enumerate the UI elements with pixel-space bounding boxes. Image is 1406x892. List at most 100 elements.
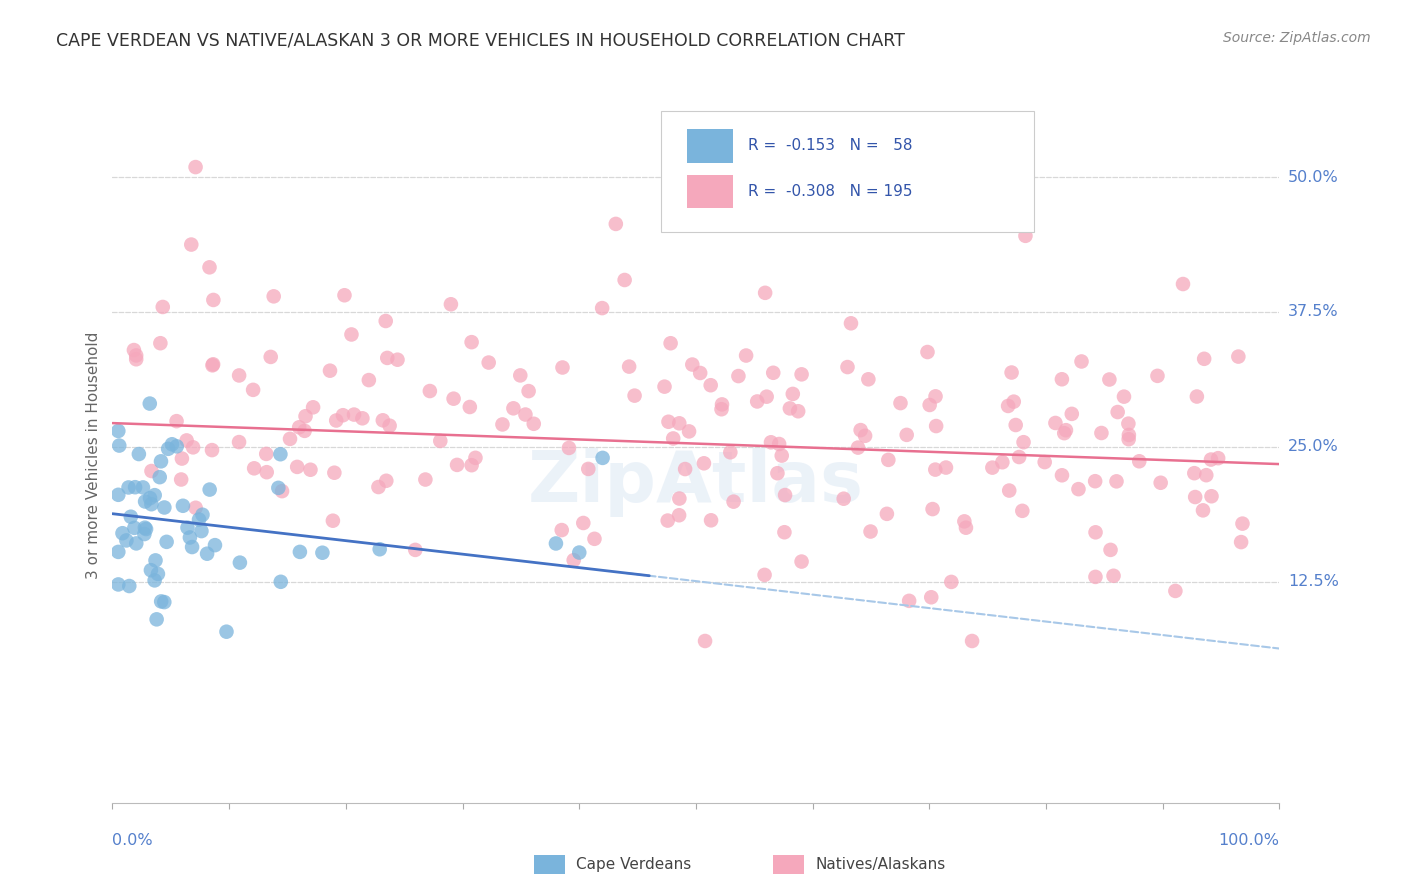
Point — [176, 434, 198, 448]
Point — [332, 408, 354, 422]
Point — [188, 512, 211, 526]
Point — [440, 297, 463, 311]
Point — [120, 509, 142, 524]
Point — [387, 352, 409, 367]
Point — [229, 556, 252, 570]
Point — [997, 399, 1019, 413]
Point — [941, 574, 963, 589]
Point — [832, 491, 855, 506]
Point — [921, 502, 943, 516]
Point — [770, 449, 793, 463]
Point — [991, 455, 1014, 469]
Point — [762, 366, 785, 380]
Point — [1150, 475, 1173, 490]
Point — [153, 500, 176, 515]
Point — [935, 460, 957, 475]
Point — [668, 491, 690, 506]
Point — [773, 488, 796, 502]
Point — [256, 465, 278, 479]
Point — [170, 473, 193, 487]
Point — [141, 497, 163, 511]
Point — [302, 401, 325, 415]
Point — [150, 594, 173, 608]
Point — [700, 513, 723, 527]
Point — [605, 217, 627, 231]
Point — [689, 366, 711, 380]
Point — [125, 352, 148, 367]
Point — [491, 417, 513, 432]
Point — [1230, 535, 1253, 549]
Point — [551, 360, 574, 375]
Point — [325, 413, 347, 427]
Point — [877, 453, 900, 467]
Point — [141, 464, 163, 478]
Point — [502, 401, 524, 416]
Text: CAPE VERDEAN VS NATIVE/ALASKAN 3 OR MORE VEHICLES IN HOUSEHOLD CORRELATION CHART: CAPE VERDEAN VS NATIVE/ALASKAN 3 OR MORE… — [56, 31, 905, 49]
Point — [790, 555, 813, 569]
Point — [278, 432, 301, 446]
Point — [1099, 542, 1122, 557]
Point — [156, 534, 179, 549]
Text: ZipAtlas: ZipAtlas — [529, 449, 863, 517]
Text: Source: ZipAtlas.com: Source: ZipAtlas.com — [1223, 31, 1371, 45]
Point — [1232, 516, 1254, 531]
Point — [204, 538, 226, 552]
Point — [1090, 425, 1112, 440]
Point — [562, 553, 585, 567]
Text: Cape Verdeans: Cape Verdeans — [576, 857, 692, 871]
Point — [773, 525, 796, 540]
Point — [357, 373, 380, 387]
Point — [157, 442, 180, 456]
Point — [654, 379, 676, 393]
Point — [918, 398, 941, 412]
Point — [1199, 452, 1222, 467]
Point — [924, 462, 946, 476]
Point — [139, 396, 162, 410]
Point — [1098, 372, 1121, 386]
Point — [371, 413, 394, 427]
Point — [953, 514, 976, 528]
Point — [853, 429, 876, 443]
Text: R =  -0.308   N = 195: R = -0.308 N = 195 — [748, 185, 912, 200]
Point — [1084, 570, 1107, 584]
Point — [898, 594, 921, 608]
Point — [849, 423, 872, 437]
Point — [1054, 423, 1077, 437]
Point — [243, 461, 266, 475]
Point — [269, 447, 291, 461]
Point — [201, 443, 224, 458]
Point — [160, 437, 183, 451]
Point — [681, 358, 703, 372]
Point — [551, 523, 574, 537]
Point — [790, 368, 813, 382]
Point — [460, 458, 482, 473]
Point — [925, 419, 948, 434]
Point — [150, 454, 173, 468]
Point — [668, 417, 690, 431]
Point — [735, 349, 758, 363]
Point — [1184, 490, 1206, 504]
Point — [1033, 455, 1056, 469]
Point — [107, 488, 129, 502]
Point — [787, 404, 810, 418]
Point — [592, 450, 614, 465]
Point — [134, 494, 156, 508]
Point — [429, 434, 451, 448]
Point — [1171, 277, 1194, 291]
Point — [515, 408, 537, 422]
Point — [613, 273, 636, 287]
Point — [754, 285, 776, 300]
Point — [228, 368, 250, 383]
Point — [190, 524, 212, 538]
Point — [837, 359, 859, 374]
Point — [782, 387, 804, 401]
Point — [132, 480, 155, 494]
Point — [673, 462, 696, 476]
Text: Natives/Alaskans: Natives/Alaskans — [815, 857, 946, 871]
Point — [544, 536, 567, 550]
Point — [375, 351, 398, 365]
Point — [693, 634, 716, 648]
Point — [333, 288, 356, 302]
Point — [1195, 468, 1218, 483]
Point — [727, 369, 749, 384]
